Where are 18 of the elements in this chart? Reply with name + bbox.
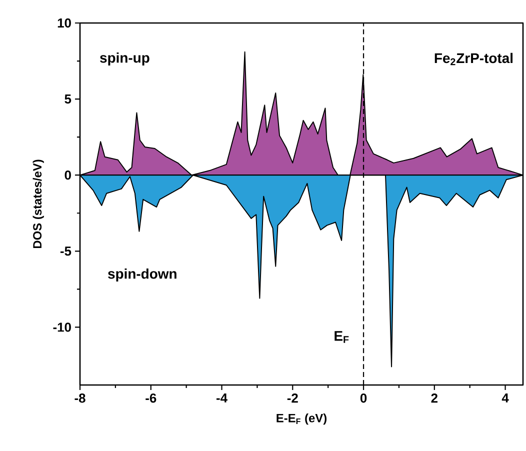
annotation: spin-down bbox=[108, 268, 176, 282]
annotation: E$_{F}$ bbox=[334, 331, 349, 343]
x-tick-label: -4 bbox=[216, 394, 228, 402]
x-tick-label: 2 bbox=[431, 394, 438, 403]
x-tick-label: 0 bbox=[360, 394, 367, 403]
y-tick-label: -10 bbox=[53, 322, 71, 332]
y-axis-title: DOS (states/eV) bbox=[32, 160, 44, 248]
annotation: spin-up bbox=[100, 52, 150, 66]
x-axis-title: E-E$_{F}$ (eV) bbox=[276, 414, 327, 425]
x-tick-label: -2 bbox=[287, 394, 298, 403]
y-tick-label: 0 bbox=[64, 170, 71, 180]
x-tick-label: 4 bbox=[502, 394, 509, 402]
y-tick-label: 5 bbox=[64, 94, 72, 104]
annotation: Fe$_{2}$ZrP-total bbox=[434, 52, 512, 66]
x-tick-label: -8 bbox=[74, 394, 86, 403]
y-tick-label: 10 bbox=[58, 18, 71, 28]
x-tick-label: -6 bbox=[146, 394, 156, 403]
y-tick-label: -5 bbox=[60, 246, 72, 256]
